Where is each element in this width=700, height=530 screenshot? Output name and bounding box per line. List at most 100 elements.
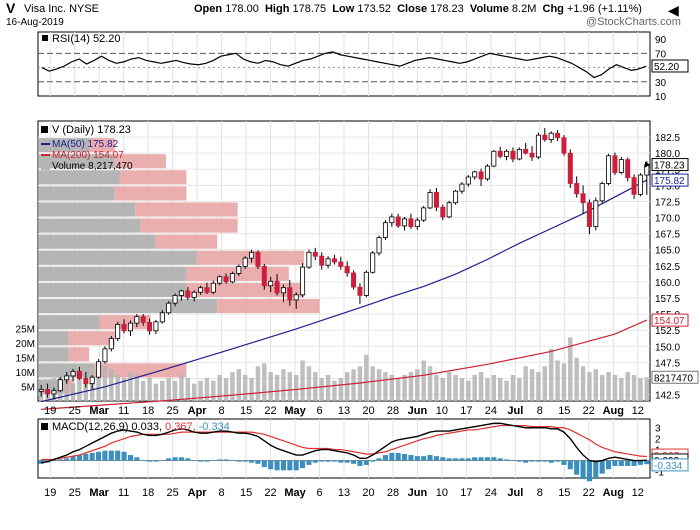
volume-bar xyxy=(459,377,465,401)
candlestick xyxy=(108,335,114,352)
volume-bar xyxy=(268,372,273,401)
candle-body xyxy=(147,322,153,332)
price-legend-title: V (Daily) 178.23 xyxy=(52,124,131,136)
volume-bar xyxy=(408,372,414,401)
date-tick-label: 17 xyxy=(460,405,472,417)
candle-body xyxy=(561,137,567,154)
macd-histogram-bar xyxy=(178,457,184,461)
candlestick xyxy=(555,130,561,141)
volume-bar xyxy=(644,377,650,401)
candlestick xyxy=(382,220,388,241)
macd-histogram-bar xyxy=(421,456,427,461)
candlestick xyxy=(586,199,592,235)
macd-histogram-bar xyxy=(555,460,561,462)
rsi-legend-swatch xyxy=(42,35,48,41)
candle-body xyxy=(402,218,408,227)
volume-bar xyxy=(440,377,446,401)
macd-histogram-bar xyxy=(338,460,344,463)
candlestick xyxy=(185,287,191,300)
candle-body xyxy=(191,291,197,298)
candle-body xyxy=(414,219,420,227)
candle-body xyxy=(331,258,337,263)
candle-body xyxy=(529,152,535,158)
candlestick xyxy=(242,256,248,270)
candlestick xyxy=(459,182,465,194)
candlestick xyxy=(574,176,580,198)
date-tick-label: 10 xyxy=(436,405,448,417)
volume-bar xyxy=(134,374,140,401)
volume-bar xyxy=(453,374,458,401)
vbp-bar-down xyxy=(68,347,90,362)
macd-histogram-bar xyxy=(516,460,522,462)
candlestick xyxy=(414,217,420,230)
macd-histogram-bar xyxy=(242,460,248,462)
candle-body xyxy=(223,276,229,283)
macd-histogram-bar xyxy=(408,455,414,461)
close-marker xyxy=(645,161,650,168)
date-tick-label: Jul xyxy=(507,487,523,499)
rsi-last-value: 52.20 xyxy=(654,62,679,73)
date-tick-label: 22 xyxy=(264,405,276,417)
candlestick xyxy=(319,252,325,270)
macd-histogram-bar xyxy=(319,460,325,462)
candle-body xyxy=(491,150,497,167)
date-tick-label: 28 xyxy=(387,487,399,499)
volume-bar xyxy=(587,372,592,401)
macd-histogram-bar xyxy=(395,452,401,461)
macd-histogram-bar xyxy=(637,460,643,465)
vbp-bar-up xyxy=(38,266,187,281)
candlestick xyxy=(325,256,331,269)
volume-bar xyxy=(242,374,248,401)
volume-bar xyxy=(179,374,184,401)
vbp-bar-up xyxy=(38,331,69,346)
date-tick-label: 15 xyxy=(558,487,570,499)
candle-body xyxy=(236,266,242,274)
candlestick xyxy=(153,319,159,335)
candlestick xyxy=(96,359,102,379)
macd-histogram-bar xyxy=(414,456,420,461)
volume-bar xyxy=(287,372,293,401)
volume-bar xyxy=(223,377,229,401)
volume-bar xyxy=(255,366,261,401)
chevron-left-icon[interactable]: ◀ xyxy=(668,2,679,18)
macd-histogram-bar xyxy=(134,457,140,461)
date-tick-label: Apr xyxy=(188,487,208,499)
macd-histogram-bar xyxy=(191,460,197,462)
vbp-bar-down xyxy=(114,154,166,169)
macd-legend-signal: 0.367, xyxy=(165,421,196,433)
date-tick-label: 24 xyxy=(485,405,497,417)
macd-histogram-bar xyxy=(293,460,299,471)
vbp-bar-up xyxy=(38,315,100,330)
candle-body xyxy=(357,286,363,296)
candle-body xyxy=(64,375,70,381)
macd-histogram-bar xyxy=(89,452,95,461)
price-tick-label: 142.5 xyxy=(655,391,680,402)
volume-tick-label: 20M xyxy=(16,339,35,350)
candlestick xyxy=(57,377,63,392)
candle-body xyxy=(548,132,554,141)
candle-body xyxy=(325,258,331,266)
macd-histogram-bar xyxy=(249,460,255,463)
candle-body xyxy=(319,255,325,266)
candle-body xyxy=(427,192,433,209)
candlestick xyxy=(229,271,235,284)
macd-histogram-bar xyxy=(618,460,624,466)
vbp-bar-up xyxy=(38,154,115,169)
price-tick-label: 182.5 xyxy=(655,133,680,144)
macd-histogram-bar xyxy=(599,460,605,474)
candlestick xyxy=(363,270,369,298)
macd-histogram-bar xyxy=(198,460,204,462)
macd-histogram-bar xyxy=(504,459,510,461)
candle-body xyxy=(433,192,439,208)
candle-body xyxy=(274,280,280,294)
ma50-line xyxy=(41,179,648,403)
volume-bar xyxy=(529,369,535,401)
date-tick-label: 22 xyxy=(583,487,595,499)
close-badge: 178.23 xyxy=(654,161,685,172)
candle-body xyxy=(408,218,414,227)
date-tick-label: Aug xyxy=(603,487,624,499)
macd-histogram-bar xyxy=(440,457,446,461)
macd-histogram-bar xyxy=(491,457,497,461)
vbp-bar-down xyxy=(94,363,187,378)
macd-histogram-bar xyxy=(210,460,216,462)
